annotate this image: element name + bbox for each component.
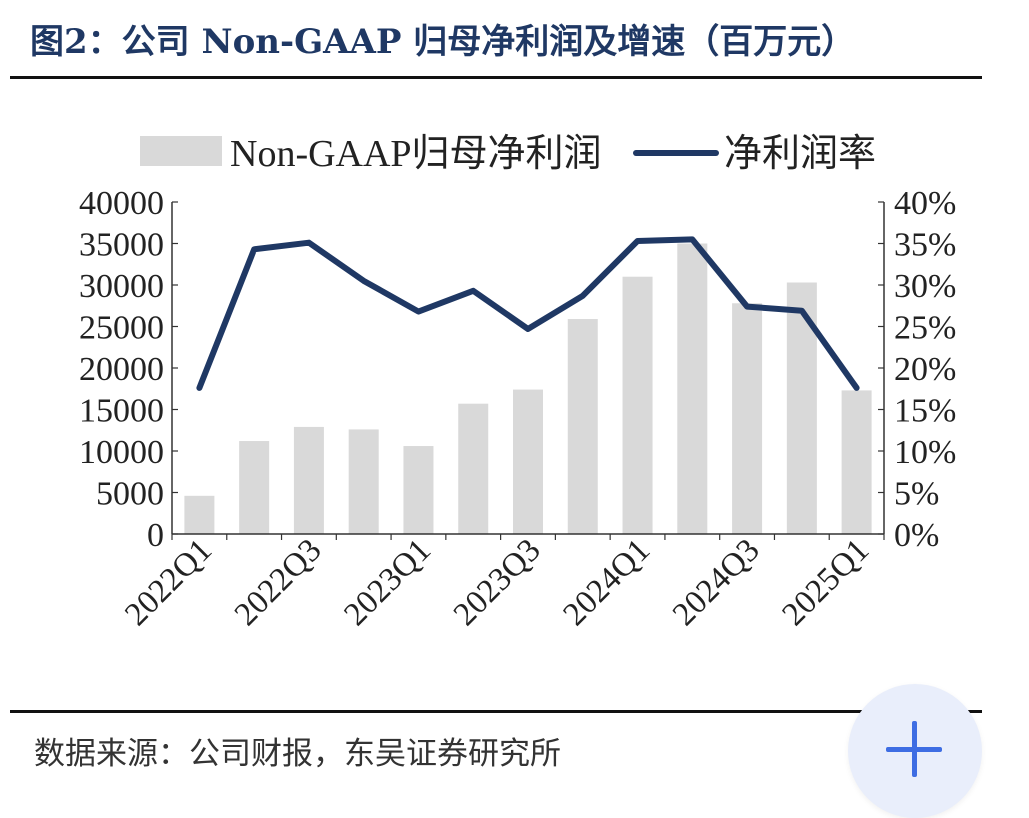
bar-2023Q2 bbox=[458, 404, 488, 534]
bar-2022Q1 bbox=[184, 496, 214, 534]
left-tick-label: 25000 bbox=[79, 310, 164, 347]
left-tick-label: 30000 bbox=[79, 268, 164, 305]
add-fab-button[interactable] bbox=[848, 684, 982, 818]
right-tick-label: 10% bbox=[894, 434, 956, 471]
left-tick-label: 15000 bbox=[79, 393, 164, 430]
left-tick-label: 35000 bbox=[79, 227, 164, 264]
bar-2023Q3 bbox=[513, 390, 543, 534]
bar-2024Q2 bbox=[677, 244, 707, 535]
left-tick-label: 0 bbox=[147, 517, 164, 554]
left-tick-label: 5000 bbox=[96, 476, 164, 513]
left-tick-label: 20000 bbox=[79, 351, 164, 388]
bar-2022Q2 bbox=[239, 441, 269, 534]
legend-swatch-bar bbox=[140, 136, 222, 166]
bar-2024Q4 bbox=[787, 283, 817, 534]
x-tick-label: 2023Q1 bbox=[337, 532, 438, 633]
left-tick-label: 10000 bbox=[79, 434, 164, 471]
x-tick-label: 2024Q1 bbox=[557, 532, 658, 633]
combo-chart: 0 5000 10000 15000 20000 25000 30000 35000 40000… bbox=[0, 0, 1029, 710]
source-note: 数据来源：公司财报，东吴证券研究所 bbox=[34, 728, 561, 773]
legend-label-line: 净利润率 bbox=[724, 133, 876, 175]
x-tick-label: 2022Q3 bbox=[228, 532, 329, 633]
bar-2023Q4 bbox=[568, 319, 598, 534]
plus-icon-vertical[interactable] bbox=[912, 721, 917, 777]
bar-2022Q4 bbox=[349, 429, 379, 534]
bar-2023Q1 bbox=[403, 446, 433, 534]
bar-2024Q3 bbox=[732, 303, 762, 534]
right-tick-label: 25% bbox=[894, 310, 956, 347]
x-tick-label: 2022Q1 bbox=[118, 532, 219, 633]
right-tick-label: 20% bbox=[894, 351, 956, 388]
right-tick-label: 35% bbox=[894, 227, 956, 264]
bar-2024Q1 bbox=[623, 277, 653, 534]
right-tick-label: 30% bbox=[894, 268, 956, 305]
x-tick-label: 2024Q3 bbox=[666, 532, 767, 633]
right-tick-label: 15% bbox=[894, 393, 956, 430]
right-tick-label: 40% bbox=[894, 185, 956, 222]
bottom-divider bbox=[10, 710, 982, 713]
x-tick-label: 2023Q3 bbox=[447, 532, 548, 633]
right-tick-label: 5% bbox=[894, 476, 939, 513]
left-tick-label: 40000 bbox=[79, 185, 164, 222]
bar-2025Q1 bbox=[842, 390, 872, 534]
x-tick-label: 2025Q1 bbox=[776, 532, 877, 633]
legend-label-bar: Non-GAAP归母净利润 bbox=[230, 133, 602, 175]
right-tick-label: 0% bbox=[894, 517, 939, 554]
bar-2022Q3 bbox=[294, 427, 324, 534]
